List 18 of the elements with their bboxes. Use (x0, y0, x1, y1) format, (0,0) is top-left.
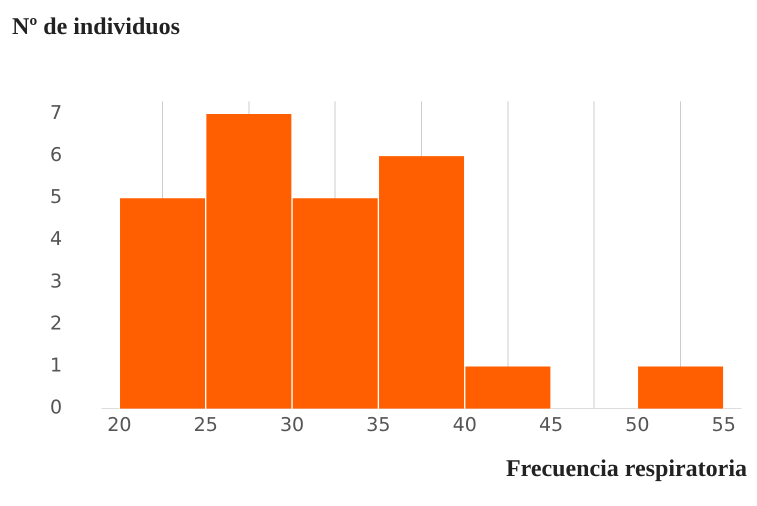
x-tick-label: 40 (452, 414, 477, 436)
y-tick-label: 4 (50, 228, 62, 250)
y-tick-label: 2 (50, 312, 62, 334)
y-tick-label: 1 (50, 354, 62, 376)
x-tick-label: 30 (280, 414, 304, 436)
y-tick-label: 3 (50, 270, 62, 292)
x-tick-label: 50 (625, 414, 650, 436)
x-tick-label: 25 (194, 414, 218, 436)
chart-title: Nº de individuos (12, 14, 180, 41)
x-tick-label: 55 (712, 414, 736, 436)
x-tick-label: 20 (107, 414, 132, 436)
x-axis-title: Frecuencia respiratoria (506, 456, 747, 483)
x-tick-label: 45 (538, 414, 564, 436)
x-tick-label: 35 (366, 414, 390, 436)
y-tick-label: 5 (50, 186, 62, 208)
y-tick-label: 0 (50, 396, 62, 419)
y-tick-label: 6 (50, 144, 62, 166)
y-tick-label: 7 (50, 102, 62, 124)
